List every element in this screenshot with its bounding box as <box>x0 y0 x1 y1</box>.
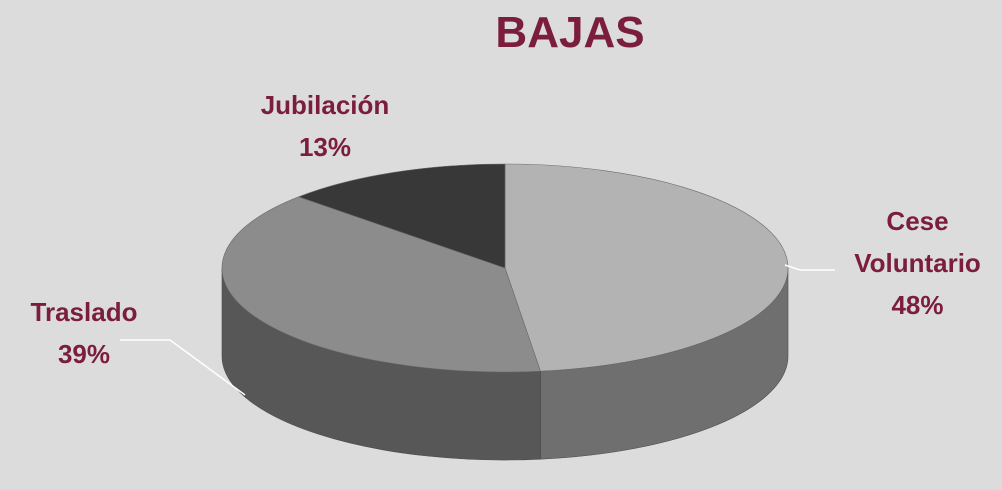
value-label: 13% <box>298 132 352 162</box>
slice <box>297 163 506 269</box>
chart-title: BAJAS <box>0 8 1002 58</box>
value-label: 48% <box>891 290 944 320</box>
leader-line <box>120 339 246 396</box>
slice-label: Jubilación 13% <box>225 84 425 168</box>
title-text: BAJAS <box>495 8 645 57</box>
tops <box>221 163 789 373</box>
slice-label: Cese Voluntario 48% <box>835 200 1000 326</box>
leader-line <box>784 264 835 271</box>
category-label: Traslado <box>30 297 138 327</box>
value-label: 39% <box>57 339 111 369</box>
slice <box>504 163 789 372</box>
slice <box>221 196 541 373</box>
category-label: Jubilación <box>260 90 390 120</box>
category-label: Cese Voluntario <box>854 206 981 278</box>
slice-label: Traslado 39% <box>0 291 168 375</box>
